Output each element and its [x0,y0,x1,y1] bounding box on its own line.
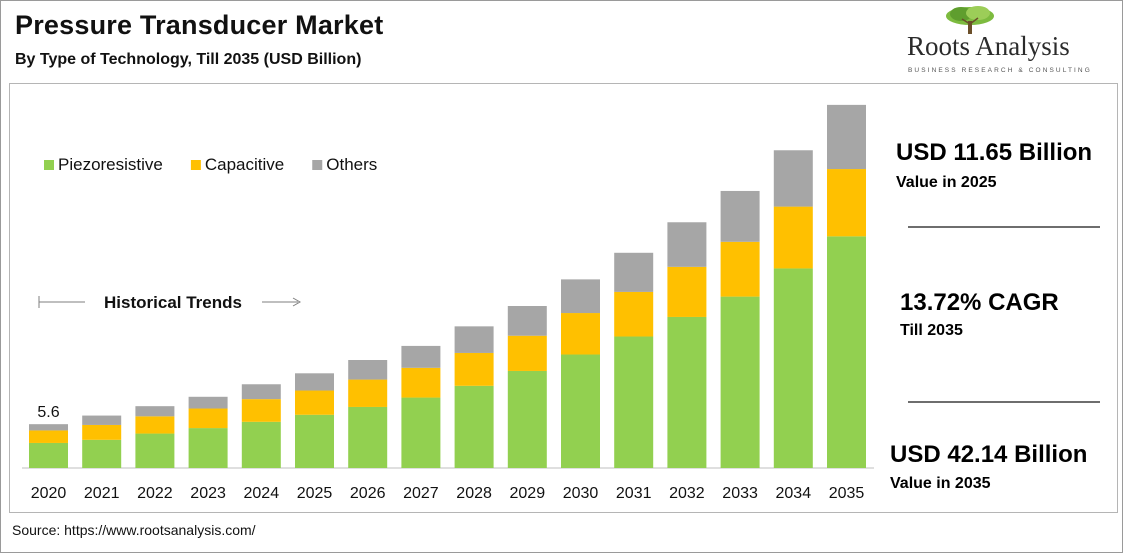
bar-capacitive-2032 [667,266,707,317]
x-tick-label-2032: 2032 [669,485,705,502]
source-note: Source: https://www.rootsanalysis.com/ [12,522,256,538]
stacked-bar-chart: 2020 2021 2022 2023 2024 2025 2026 2027 2028 2029… [22,104,874,502]
page-subtitle: By Type of Technology, Till 2035 (USD Bi… [15,51,362,68]
x-tick-label-2030: 2030 [563,485,599,502]
x-tick-label-2023: 2023 [190,485,226,502]
legend-label-piezoresistive: Piezoresistive [58,155,163,174]
bar-others-2032 [667,222,707,267]
bar-capacitive-2028 [454,352,494,386]
bar-others-2030 [561,279,600,314]
bar-capacitive-2031 [614,291,654,337]
bar-others-2027 [401,345,441,368]
x-tick-label-2028: 2028 [456,485,492,502]
bar-capacitive-2034 [773,206,813,269]
bar-others-2035 [827,104,866,170]
bar-piezoresistive-2025 [295,414,334,468]
legend-swatch-capacitive [190,160,201,170]
bar-piezoresistive-2030 [561,354,600,468]
bar-piezoresistive-2033 [720,296,760,468]
bar-others-2026 [348,360,388,380]
bar-capacitive-2030 [561,313,600,355]
cagr-value: 13.72% CAGR [900,289,1059,316]
bar-piezoresistive-2024 [241,421,281,468]
bar-others-2031 [614,252,654,292]
bar-piezoresistive-2026 [348,406,388,468]
bar-piezoresistive-2023 [188,428,228,468]
x-tick-label-2027: 2027 [403,485,439,502]
x-tick-label-2026: 2026 [350,485,386,502]
bar-piezoresistive-2031 [614,336,654,468]
x-tick-label-2021: 2021 [84,485,120,502]
x-tick-label-2034: 2034 [776,485,812,502]
x-tick-label-2022: 2022 [137,485,173,502]
historical-trends-label: Historical Trends [104,293,242,312]
bar-others-2034 [773,150,813,207]
bar-others-2020 [29,424,68,431]
cagr-label: Till 2035 [900,322,963,339]
legend-label-capacitive: Capacitive [205,155,284,174]
x-tick-label-2020: 2020 [31,485,67,502]
bar-capacitive-2035 [827,169,866,237]
bar-capacitive-2023 [188,408,228,429]
bar-piezoresistive-2020 [29,442,68,468]
x-tick-label-2025: 2025 [297,485,333,502]
bar-piezoresistive-2022 [135,433,175,468]
source-url: https://www.rootsanalysis.com/ [64,522,256,538]
bar-others-2024 [241,384,281,400]
data-label-2020: 5.6 [37,404,59,421]
page-title: Pressure Transducer Market [15,10,384,40]
side-divider-top [908,226,1100,228]
bar-capacitive-2029 [507,335,547,371]
value-2025: USD 11.65 Billion [896,139,1093,166]
value-2025-label: Value in 2025 [896,174,997,191]
bar-capacitive-2022 [135,416,175,434]
source-label: Source: [12,522,61,538]
bar-piezoresistive-2032 [667,316,707,468]
x-tick-label-2031: 2031 [616,485,652,502]
side-divider-bottom [908,401,1100,403]
bar-capacitive-2021 [82,424,122,440]
roots-analysis-logo: Roots Analysis BUSINESS RESEARCH & CONSU… [901,5,1111,77]
bar-others-2023 [188,396,228,409]
bar-others-2029 [507,306,547,336]
value-2035: USD 42.14 Billion [890,441,1088,468]
tree-icon [946,6,994,34]
bar-capacitive-2027 [401,367,441,398]
x-tick-label-2029: 2029 [510,485,546,502]
legend-swatch-others [312,160,323,170]
legend-swatch-piezoresistive [44,160,54,170]
bar-others-2033 [720,190,760,242]
logo-tagline: BUSINESS RESEARCH & CONSULTING [908,67,1092,74]
historical-arrow-icon [292,297,302,307]
logo-name: Roots Analysis [907,31,1070,61]
bar-capacitive-2026 [348,379,388,407]
bar-piezoresistive-2028 [454,385,494,468]
legend-label-others: Others [326,155,377,174]
bar-capacitive-2025 [295,390,334,415]
bar-capacitive-2020 [29,430,68,443]
bar-others-2025 [295,373,334,391]
x-tick-label-2024: 2024 [244,485,280,502]
bar-others-2022 [135,406,175,417]
x-tick-label-2033: 2033 [722,485,758,502]
bar-piezoresistive-2029 [507,370,547,468]
bar-others-2021 [82,415,122,425]
bar-piezoresistive-2035 [827,236,866,468]
bar-piezoresistive-2021 [82,439,122,468]
bar-capacitive-2024 [241,399,281,422]
bar-capacitive-2033 [720,241,760,297]
x-tick-label-2035: 2035 [829,485,865,502]
bar-piezoresistive-2027 [401,397,441,468]
chart-panel: 2020 2021 2022 2023 2024 2025 2026 2027 2028 2029… [9,83,1118,513]
bar-others-2028 [454,326,494,353]
bar-piezoresistive-2034 [773,268,813,468]
value-2035-label: Value in 2035 [890,475,991,492]
